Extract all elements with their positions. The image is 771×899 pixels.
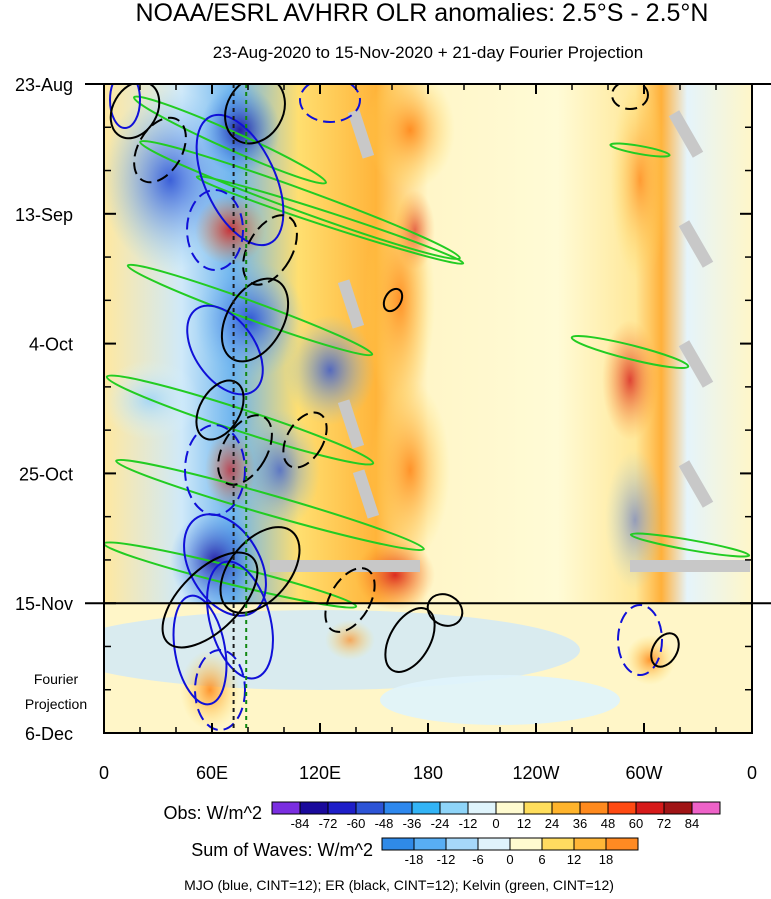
colorbar-swatch [299, 801, 329, 815]
colorbar-label: -60 [347, 816, 366, 831]
colorbar-label: 18 [599, 852, 613, 867]
x-tick-label: 0 [99, 763, 109, 783]
x-tick-label: 60E [196, 763, 228, 783]
x-axis: 0 60E 120E 180 120W 60W 0 [99, 84, 757, 783]
colorbar-swatch [579, 801, 609, 815]
colorbar-label: -12 [437, 852, 456, 867]
colorbar-swatch [477, 837, 511, 851]
colorbar-swatch [439, 801, 469, 815]
colorbar-label: -12 [459, 816, 478, 831]
colorbar-swatch [691, 801, 721, 815]
colorbar-swatch [495, 801, 525, 815]
obs-colorbar: -84 -72 -60 -48 -36 -24 -12 0 12 24 36 48 60 72 84 [271, 801, 721, 831]
projection-label-line-1: Fourier [34, 671, 79, 687]
footnote: MJO (blue, CINT=12); ER (black, CINT=12)… [184, 877, 614, 893]
colorbar-swatch [327, 801, 357, 815]
y-tick-label: 4-Oct [29, 335, 73, 355]
colorbar-label: 72 [657, 816, 671, 831]
y-axis: 23-Aug 13-Sep 4-Oct 25-Oct 15-Nov 6-Dec [15, 75, 752, 744]
y-tick-label: 15-Nov [15, 594, 73, 614]
colorbar-swatch [355, 801, 385, 815]
colorbar-label: 6 [538, 852, 545, 867]
colorbar-swatch [271, 801, 301, 815]
colorbar-label: 12 [517, 816, 531, 831]
colorbar-swatch [573, 837, 607, 851]
colorbar-label: 0 [506, 852, 513, 867]
colorbar-swatch [551, 801, 581, 815]
mjo-contours [109, 84, 663, 731]
colorbar-label: 48 [601, 816, 615, 831]
y-tick-label: 23-Aug [15, 75, 73, 95]
chart-title: NOAA/ESRL AVHRR OLR anomalies: 2.5°S - 2… [136, 0, 709, 27]
colorbar-swatch [383, 801, 413, 815]
colorbar-swatch [413, 837, 447, 851]
colorbar-label: -48 [375, 816, 394, 831]
waves-colorbar: -18 -12 -6 0 6 12 18 [381, 837, 639, 867]
colorbar-swatch [541, 837, 575, 851]
colorbar-swatch [635, 801, 665, 815]
colorbar-label: -18 [405, 852, 424, 867]
obs-colorbar-title: Obs: W/m^2 [164, 803, 262, 823]
x-tick-label: 120E [299, 763, 341, 783]
x-tick-label: 180 [413, 763, 443, 783]
chart-subtitle: 23-Aug-2020 to 15-Nov-2020 + 21-day Four… [213, 43, 643, 62]
y-tick-label: 6-Dec [25, 724, 73, 744]
colorbar-label: 12 [567, 852, 581, 867]
y-tick-label: 13-Sep [15, 205, 73, 225]
y-tick-label: 25-Oct [19, 464, 73, 484]
colorbar-label: -24 [431, 816, 450, 831]
waves-colorbar-title: Sum of Waves: W/m^2 [191, 840, 373, 860]
colorbar-label: -84 [291, 816, 310, 831]
colorbar-label: 24 [545, 816, 559, 831]
x-tick-label: 60W [625, 763, 662, 783]
missing-data-streaks [270, 109, 750, 572]
x-tick-label: 120W [512, 763, 559, 783]
colorbar-label: 36 [573, 816, 587, 831]
colorbar-label: -6 [472, 852, 484, 867]
colorbar-label: -72 [319, 816, 338, 831]
colorbar-label: -36 [403, 816, 422, 831]
colorbar-swatch [509, 837, 543, 851]
colorbar-swatch [605, 837, 639, 851]
colorbar-swatch [663, 801, 693, 815]
colorbar-swatch [411, 801, 441, 815]
kelvin-contours [104, 95, 751, 609]
colorbar-swatch [607, 801, 637, 815]
colorbar-label: 84 [685, 816, 699, 831]
colorbar-swatch [523, 801, 553, 815]
colorbar-label: 60 [629, 816, 643, 831]
x-tick-label: 0 [747, 763, 757, 783]
colorbar-label: 0 [492, 816, 499, 831]
colorbar-swatch [445, 837, 479, 851]
olr-anomaly-field [104, 84, 752, 733]
colorbar-swatch [467, 801, 497, 815]
projection-label-line-2: Projection [25, 696, 87, 712]
colorbar-swatch [381, 837, 415, 851]
